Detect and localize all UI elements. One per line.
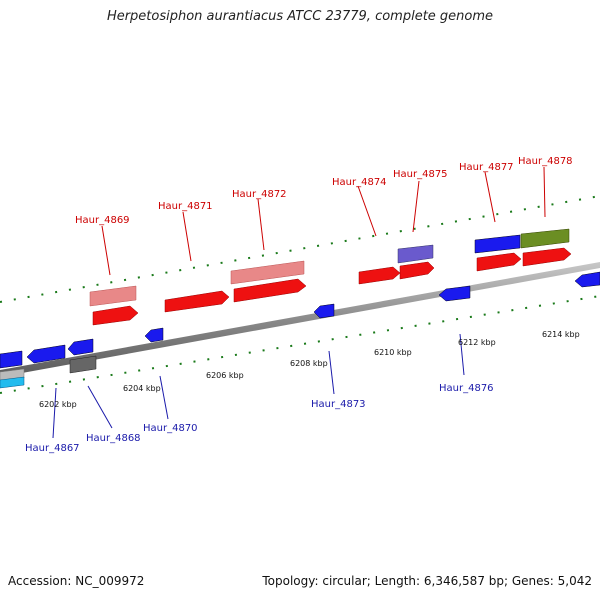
accession-text: Accession: NC_009972 [8,574,145,588]
ruler-label: 6204 kbp [123,384,161,393]
gene-feature [522,247,572,267]
forward-gene-shapes [89,228,572,326]
ruler-label: 6202 kbp [39,400,77,409]
gene-label: Haur_4869 [75,215,130,226]
gene-feature [358,266,401,285]
gene-label: Haur_4874 [332,177,387,188]
gene-feature [313,303,335,319]
forward-gene-labels: Haur_4869 Haur_4871 Haur_4872 Haur_4874 … [75,156,573,276]
gene-label: Haur_4870 [143,423,198,434]
ruler-label: 6206 kbp [206,371,244,380]
ruler-label: 6208 kbp [290,359,328,368]
ruler-label: 6212 kbp [458,338,496,347]
gene-label: Haur_4873 [311,399,366,410]
gene-feature [69,355,97,374]
gene-feature [67,338,94,356]
ruler-label: 6214 kbp [542,330,580,339]
gene-label: Haur_4871 [158,201,213,212]
gene-feature [233,278,307,303]
gene-feature [0,376,25,389]
gene-feature [476,252,522,272]
gene-feature [164,290,230,313]
gene-label: Haur_4875 [393,169,448,180]
gene-feature [574,271,600,288]
gene-label: Haur_4872 [232,189,287,200]
gene-feature [230,260,305,285]
reverse-gene-shapes [0,271,600,389]
gene-label: Haur_4876 [439,383,494,394]
gene-feature [438,285,471,302]
gene-feature [520,228,570,249]
gene-feature [474,234,521,254]
genome-summary-text: Topology: circular; Length: 6,346,587 bp… [262,574,592,588]
gene-feature [89,285,137,307]
gene-label: Haur_4877 [459,162,514,173]
gene-label: Haur_4878 [518,156,573,167]
gene-feature [397,244,434,264]
gene-feature [26,344,66,364]
reverse-gene-labels: Haur_4867 Haur_4868 Haur_4870 Haur_4873 … [25,333,494,454]
gene-feature [92,305,139,326]
gene-feature [399,261,435,280]
ruler-labels: 6202 kbp 6204 kbp 6206 kbp 6208 kbp 6210… [39,330,580,409]
gene-label: Haur_4867 [25,443,80,454]
gene-label: Haur_4868 [86,433,141,444]
gene-feature [0,350,23,369]
map-title: Herpetosiphon aurantiacus ATCC 23779, co… [106,9,494,24]
gene-feature [144,327,164,343]
ruler-label: 6210 kbp [374,348,412,357]
